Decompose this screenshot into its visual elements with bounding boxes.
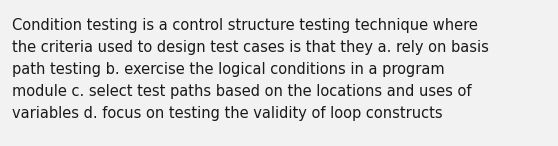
Text: module c. select test paths based on the locations and uses of: module c. select test paths based on the… bbox=[12, 84, 472, 99]
Text: variables d. focus on testing the validity of loop constructs: variables d. focus on testing the validi… bbox=[12, 106, 442, 121]
Text: path testing b. exercise the logical conditions in a program: path testing b. exercise the logical con… bbox=[12, 62, 445, 77]
Text: Condition testing is a control structure testing technique where: Condition testing is a control structure… bbox=[12, 18, 478, 33]
Text: the criteria used to design test cases is that they a. rely on basis: the criteria used to design test cases i… bbox=[12, 40, 489, 55]
